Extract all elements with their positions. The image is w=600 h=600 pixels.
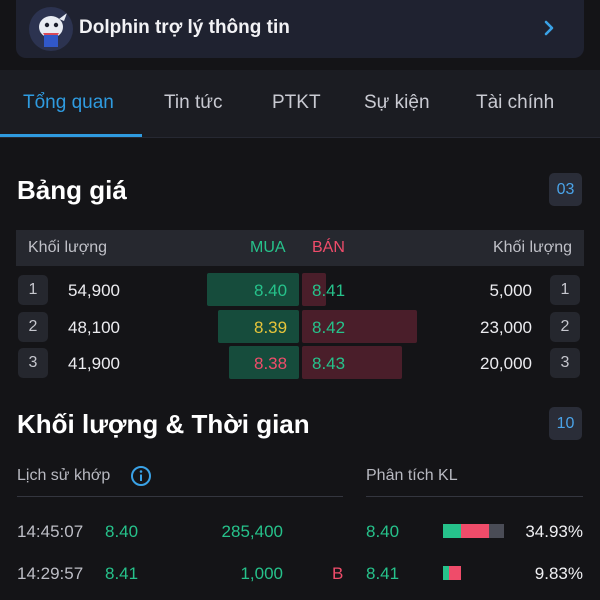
- trade-time: 14:29:57: [17, 564, 84, 583]
- sell-header: BÁN: [312, 239, 345, 256]
- tab-financials[interactable]: Tài chính: [476, 92, 555, 113]
- sell-price[interactable]: 8.41: [312, 281, 346, 300]
- banner-title: Dolphin trợ lý thông tin: [79, 17, 290, 38]
- assistant-banner[interactable]: Dolphin trợ lý thông tin: [16, 0, 584, 58]
- sell-depth-bar: [302, 310, 417, 343]
- order-book-count-badge[interactable]: 03: [549, 173, 582, 206]
- sell-depth-bar: [302, 346, 402, 379]
- divider: [17, 496, 343, 497]
- divider: [366, 496, 583, 497]
- trades-count-badge[interactable]: 10: [549, 407, 582, 440]
- buy-level-badge: 3: [18, 348, 48, 378]
- tab-bar: [0, 70, 600, 138]
- volume-percent: 34.93%: [525, 522, 583, 541]
- sell-volume-bar: [461, 524, 489, 538]
- trade-price: 8.40: [105, 522, 139, 541]
- trade-volume: 285,400: [221, 522, 283, 541]
- order-book-title: Bảng giá: [17, 175, 127, 205]
- trades-title: Khối lượng & Thời gian: [17, 409, 310, 439]
- buy-depth-bar: [218, 310, 299, 343]
- dolphin-avatar-icon: [29, 7, 73, 51]
- buy-price[interactable]: 8.40: [254, 281, 288, 300]
- analysis-price: 8.41: [366, 564, 400, 583]
- active-tab-indicator: [0, 134, 142, 137]
- sell-volume: 20,000: [480, 354, 532, 373]
- buy-level-badge: 1: [18, 275, 48, 305]
- sell-volume-header: Khối lượng: [492, 239, 572, 256]
- volume-analysis-label: Phân tích KL: [366, 467, 458, 484]
- buy-volume-header: Khối lượng: [28, 239, 108, 256]
- buy-volume: 41,900: [68, 354, 120, 373]
- sell-volume: 23,000: [480, 318, 532, 337]
- sell-volume: 5,000: [489, 281, 532, 300]
- sell-level-badge: 2: [550, 312, 580, 342]
- tab-events[interactable]: Sự kiện: [364, 92, 430, 113]
- buy-price[interactable]: 8.39: [254, 318, 288, 337]
- sell-level-badge: 3: [550, 348, 580, 378]
- buy-price[interactable]: 8.38: [254, 354, 288, 373]
- sell-volume-bar: [449, 566, 461, 580]
- buy-volume-bar: [443, 566, 449, 580]
- sell-depth-bar: [302, 273, 326, 306]
- trade-time: 14:45:07: [17, 522, 84, 541]
- sell-price[interactable]: 8.43: [312, 354, 346, 373]
- buy-header: MUA: [250, 239, 286, 256]
- buy-volume: 48,100: [68, 318, 120, 337]
- order-book-header: Khối lượng MUA BÁN Khối lượng: [16, 230, 584, 266]
- volume-percent: 9.83%: [534, 564, 583, 583]
- analysis-price: 8.40: [366, 522, 400, 541]
- sell-level-badge: 1: [550, 275, 580, 305]
- sell-price[interactable]: 8.42: [312, 318, 346, 337]
- trade-price: 8.41: [105, 564, 139, 583]
- trade-side: B: [332, 564, 344, 583]
- tab-overview[interactable]: Tổng quan: [23, 92, 114, 113]
- buy-depth-bar: [207, 273, 299, 306]
- chevron-right-icon[interactable]: [538, 17, 560, 39]
- tab-news[interactable]: Tin tức: [164, 92, 223, 113]
- buy-depth-bar: [229, 346, 299, 379]
- tab-technical[interactable]: PTKT: [272, 92, 321, 113]
- match-history-label: Lịch sử khớp: [17, 467, 111, 484]
- other-volume-bar: [489, 524, 504, 538]
- trade-volume: 1,000: [240, 564, 283, 583]
- buy-volume: 54,900: [68, 281, 120, 300]
- buy-level-badge: 2: [18, 312, 48, 342]
- info-icon[interactable]: [130, 465, 152, 487]
- buy-volume-bar: [443, 524, 461, 538]
